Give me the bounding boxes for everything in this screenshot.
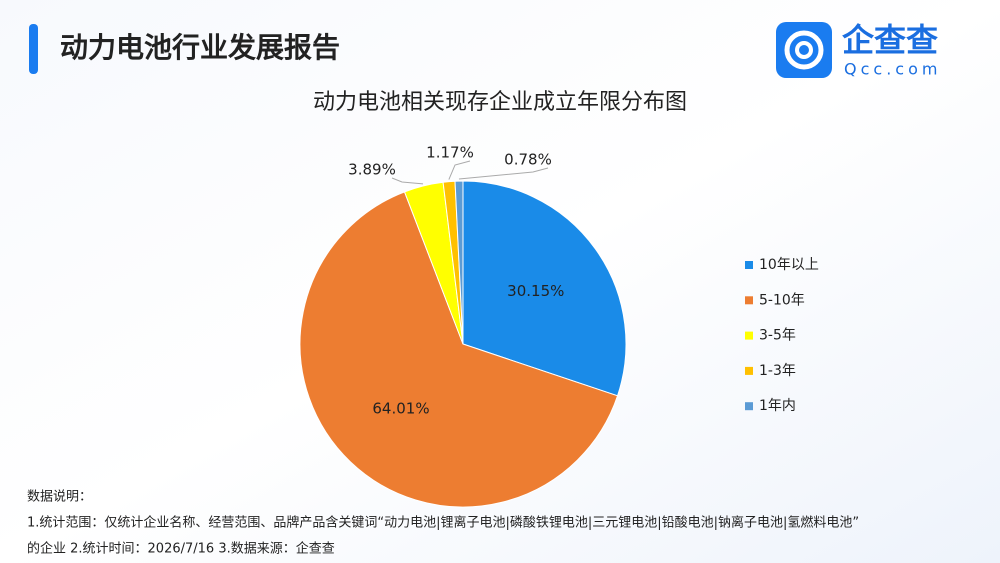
legend-swatch xyxy=(745,296,753,305)
leader-line xyxy=(448,160,471,180)
logo: 企查查 Qcc.com xyxy=(776,21,941,79)
legend-label: 5-10年 xyxy=(759,292,805,308)
legend-label: 10年以上 xyxy=(759,257,819,273)
chart-title: 动力电池相关现存企业成立年限分布图 xyxy=(313,90,687,115)
data-label: 3.89% xyxy=(348,161,396,179)
leader-line xyxy=(391,177,424,185)
data-label: 30.15% xyxy=(507,282,564,300)
logo-ring xyxy=(795,41,813,59)
pie-slice xyxy=(454,180,464,345)
legend-label: 3-5年 xyxy=(759,328,796,344)
data-label: 0.78% xyxy=(504,151,552,169)
note: 数据说明： xyxy=(27,490,92,505)
note: 的企业 2.统计时间：2026/7/16 3.数据来源：企查查 xyxy=(27,541,335,557)
note: 1.统计范围：仅统计企业名称、经营范围、品牌产品含关键词“动力电池|锂离子电池|… xyxy=(27,515,859,531)
legend-swatch xyxy=(745,261,753,269)
data-label: 64.01% xyxy=(372,399,429,417)
logo-ring xyxy=(784,30,824,70)
legend-swatch xyxy=(745,331,753,340)
logo-icon xyxy=(776,22,832,78)
title-accent xyxy=(29,24,38,74)
logo-domain: Qcc.com xyxy=(844,60,941,79)
legend-swatch xyxy=(745,366,753,375)
data-label: 1.17% xyxy=(426,144,474,162)
logo-name: 企查查 xyxy=(842,21,938,59)
pie-slice xyxy=(462,180,627,397)
leader-line xyxy=(458,167,549,180)
legend-label: 1-3年 xyxy=(759,363,796,379)
legend-label: 1年内 xyxy=(759,398,796,414)
pie-slice xyxy=(299,191,619,508)
legend-swatch xyxy=(745,402,753,411)
report-title: 动力电池行业发展报告 xyxy=(60,31,340,64)
